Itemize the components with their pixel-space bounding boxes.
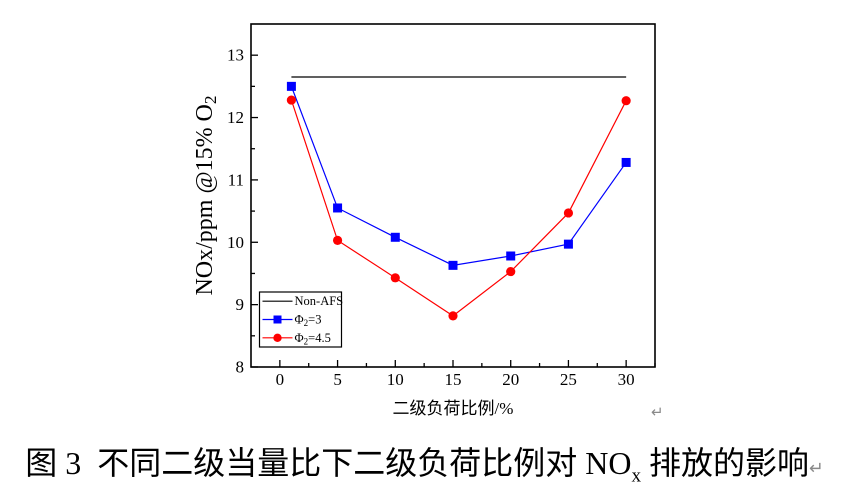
x-tick-label: 25 bbox=[560, 370, 577, 389]
y-tick-label: 12 bbox=[227, 108, 244, 127]
caption-text-suffix: 排放的影响 bbox=[641, 445, 810, 481]
data-point-square bbox=[563, 239, 573, 249]
y-tick-label: 11 bbox=[228, 170, 244, 189]
data-point-circle bbox=[273, 333, 282, 343]
data-point-circle bbox=[621, 96, 631, 106]
x-tick-label: 5 bbox=[333, 370, 342, 389]
x-tick-label: 10 bbox=[387, 370, 404, 389]
paragraph-mark-icon: ↵ bbox=[651, 403, 664, 421]
data-point-circle bbox=[390, 273, 400, 283]
legend-entry-label: Φ2=3 bbox=[295, 313, 322, 329]
caption-subscript: x bbox=[631, 465, 642, 487]
y-tick-label: 10 bbox=[227, 233, 244, 252]
y-axis: 8 9 10 11 12 13 bbox=[227, 46, 258, 377]
x-axis: 0 5 10 15 20 25 30 bbox=[276, 360, 656, 389]
data-point-circle bbox=[563, 208, 574, 218]
data-point-square bbox=[273, 315, 282, 324]
x-tick-label: 0 bbox=[276, 370, 285, 389]
y-axis-title: NOx/ppm @15% O2 bbox=[192, 95, 220, 295]
data-point-square bbox=[390, 232, 400, 242]
figure-caption: 图 3 不同二级当量比下二级负荷比例对 NOx 排放的影响↵ bbox=[0, 441, 849, 490]
data-point-square bbox=[333, 203, 343, 213]
legend-entry-label: Φ2=4.5 bbox=[295, 331, 331, 347]
caption-text-prefix: 图 3 不同二级当量比下二级负荷比例对 NO bbox=[25, 445, 632, 481]
y-tick-label: 9 bbox=[236, 295, 245, 314]
y-tick-label: 13 bbox=[227, 46, 244, 65]
legend-entry-label: Non-AFS bbox=[295, 294, 344, 308]
x-tick-label: 15 bbox=[445, 370, 462, 389]
x-axis-title: 二级负荷比例/% bbox=[393, 399, 514, 418]
data-point-square bbox=[286, 81, 296, 91]
legend: Non-AFS Φ2=3 Φ2=4.5 bbox=[258, 291, 344, 348]
y-tick-label: 8 bbox=[236, 358, 245, 377]
data-point-square bbox=[448, 260, 458, 270]
data-point-circle bbox=[506, 266, 516, 277]
paragraph-mark-icon: ↵ bbox=[809, 459, 824, 479]
data-point-square bbox=[621, 157, 631, 167]
nox-line-chart: 0 5 10 15 20 25 30 8 9 10 11 12 13 Non-AFS Φ2=3 Φ2=4.5 二… bbox=[192, 23, 656, 418]
data-point-circle bbox=[448, 311, 458, 321]
data-point-circle bbox=[286, 95, 296, 105]
x-tick-label: 30 bbox=[618, 370, 635, 389]
data-point-circle bbox=[332, 235, 343, 246]
series-Phi2=4.5 bbox=[286, 95, 631, 321]
data-point-square bbox=[506, 251, 516, 261]
series-Phi2=3 bbox=[286, 81, 631, 270]
x-tick-label: 20 bbox=[502, 370, 519, 389]
